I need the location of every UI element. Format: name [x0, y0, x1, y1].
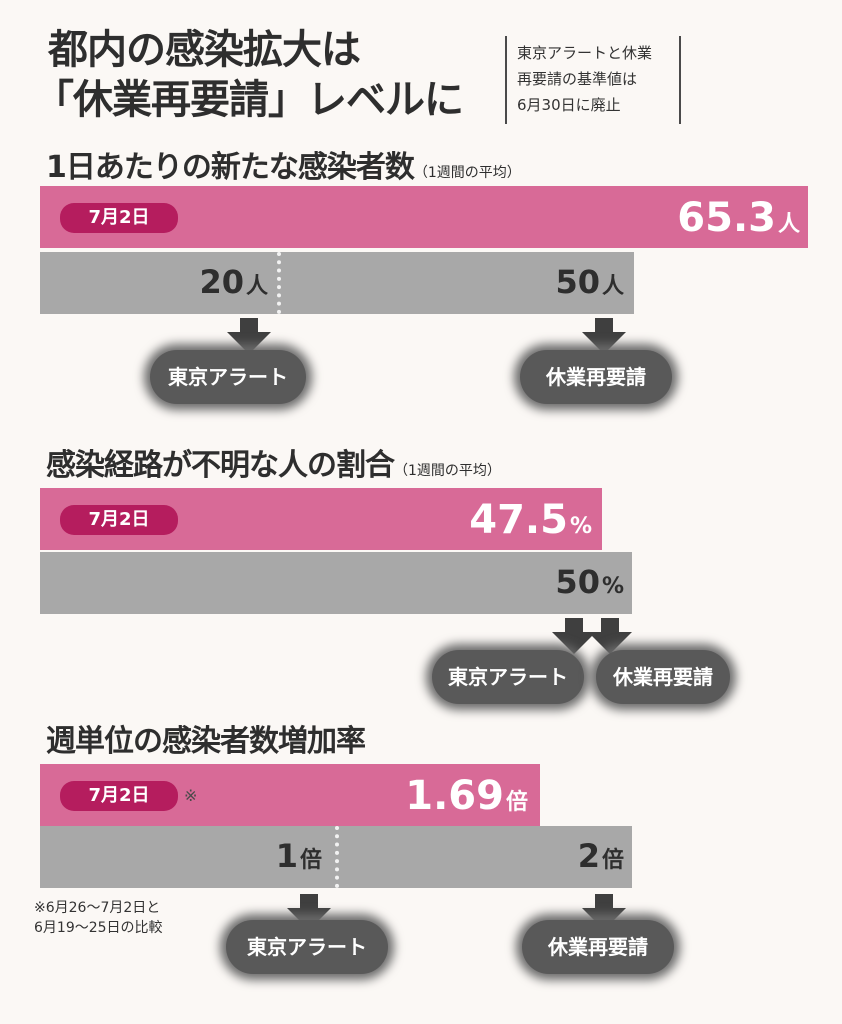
chart3-threshold-divider: [335, 826, 339, 888]
chart1-title-text: 1日あたりの新たな感染者数: [46, 150, 415, 185]
chart3-alert-cloud-1: 東京アラート: [226, 920, 388, 974]
chart2-date-pill: 7月2日: [60, 505, 178, 535]
chart2-current-value-unit: %: [569, 514, 592, 539]
headline-line1: 都内の感染拡大は: [48, 27, 361, 73]
chart3-threshold-2-number: 2: [577, 837, 600, 875]
chart1-alert-cloud-2: 休業再要請: [520, 350, 672, 404]
chart1-subtitle: （1週間の平均）: [413, 165, 521, 181]
chart3-footnote-line2: 6月19～25日の比較: [34, 920, 163, 936]
chart3-threshold-1: 1倍: [190, 840, 322, 872]
chart1-threshold-1-number: 20: [199, 263, 244, 301]
down-arrow-icon: [588, 618, 632, 654]
chart1-threshold-2-number: 50: [555, 263, 600, 301]
chart3-title: 週単位の感染者数増加率: [46, 724, 366, 759]
criteria-note: 東京アラートと休業 再要請の基準値は 6月30日に廃止: [505, 36, 681, 124]
chart1-current-value-number: 65.3: [677, 195, 776, 241]
chart3-date-pill: 7月2日: [60, 781, 178, 811]
chart2-current-value-number: 47.5: [469, 497, 568, 543]
chart1-threshold-bar: [40, 252, 634, 314]
chart1-date-pill: 7月2日: [60, 203, 178, 233]
chart2-threshold-unit: %: [601, 574, 624, 599]
chart2-title-text: 感染経路が不明な人の割合: [46, 448, 395, 483]
down-arrow-icon: [552, 618, 596, 654]
chart2-subtitle: （1週間の平均）: [394, 463, 501, 479]
headline-line2: 「休業再要請」レベルに: [34, 77, 464, 123]
chart3-footnote-line1: ※6月26～7月2日と: [34, 900, 161, 916]
chart1-alert-cloud-1: 東京アラート: [150, 350, 306, 404]
chart3-alert-cloud-2: 休業再要請: [522, 920, 674, 974]
chart2-threshold-number: 50: [555, 563, 600, 601]
criteria-note-line1: 東京アラートと休業: [517, 44, 653, 62]
chart1-title: 1日あたりの新たな感染者数（1週間の平均）: [46, 142, 521, 186]
chart3-threshold-1-unit: 倍: [299, 848, 322, 873]
chart3-threshold-1-number: 1: [275, 837, 298, 875]
down-arrow-icon: [227, 318, 271, 354]
chart1-threshold-2-unit: 人: [601, 274, 624, 299]
chart1-threshold-2: 50人: [480, 266, 624, 298]
chart2-title: 感染経路が不明な人の割合（1週間の平均）: [46, 440, 501, 484]
chart2-current-value: 47.5%: [380, 500, 592, 540]
chart2-alert-cloud-2: 休業再要請: [596, 650, 730, 704]
chart3-date-mark: ※: [184, 786, 198, 805]
chart1-threshold-divider: [277, 252, 281, 314]
chart2-threshold: 50%: [480, 566, 624, 598]
chart1-current-value: 65.3人: [560, 198, 800, 238]
chart3-threshold-2: 2倍: [480, 840, 624, 872]
chart3-current-value: 1.69倍: [330, 776, 528, 816]
chart1-threshold-1-unit: 人: [245, 274, 268, 299]
chart2-alert-cloud-1: 東京アラート: [432, 650, 584, 704]
down-arrow-icon: [287, 894, 331, 930]
chart3-current-value-unit: 倍: [505, 790, 528, 815]
down-arrow-icon: [582, 318, 626, 354]
chart2-threshold-bar: [40, 552, 632, 614]
down-arrow-icon: [582, 894, 626, 930]
chart3-current-value-number: 1.69: [405, 773, 504, 819]
criteria-note-line2: 再要請の基準値は: [517, 70, 638, 88]
chart1-current-value-unit: 人: [777, 212, 800, 237]
chart3-threshold-2-unit: 倍: [601, 848, 624, 873]
criteria-note-line3: 6月30日に廃止: [517, 96, 621, 114]
chart1-threshold-1: 20人: [130, 266, 268, 298]
